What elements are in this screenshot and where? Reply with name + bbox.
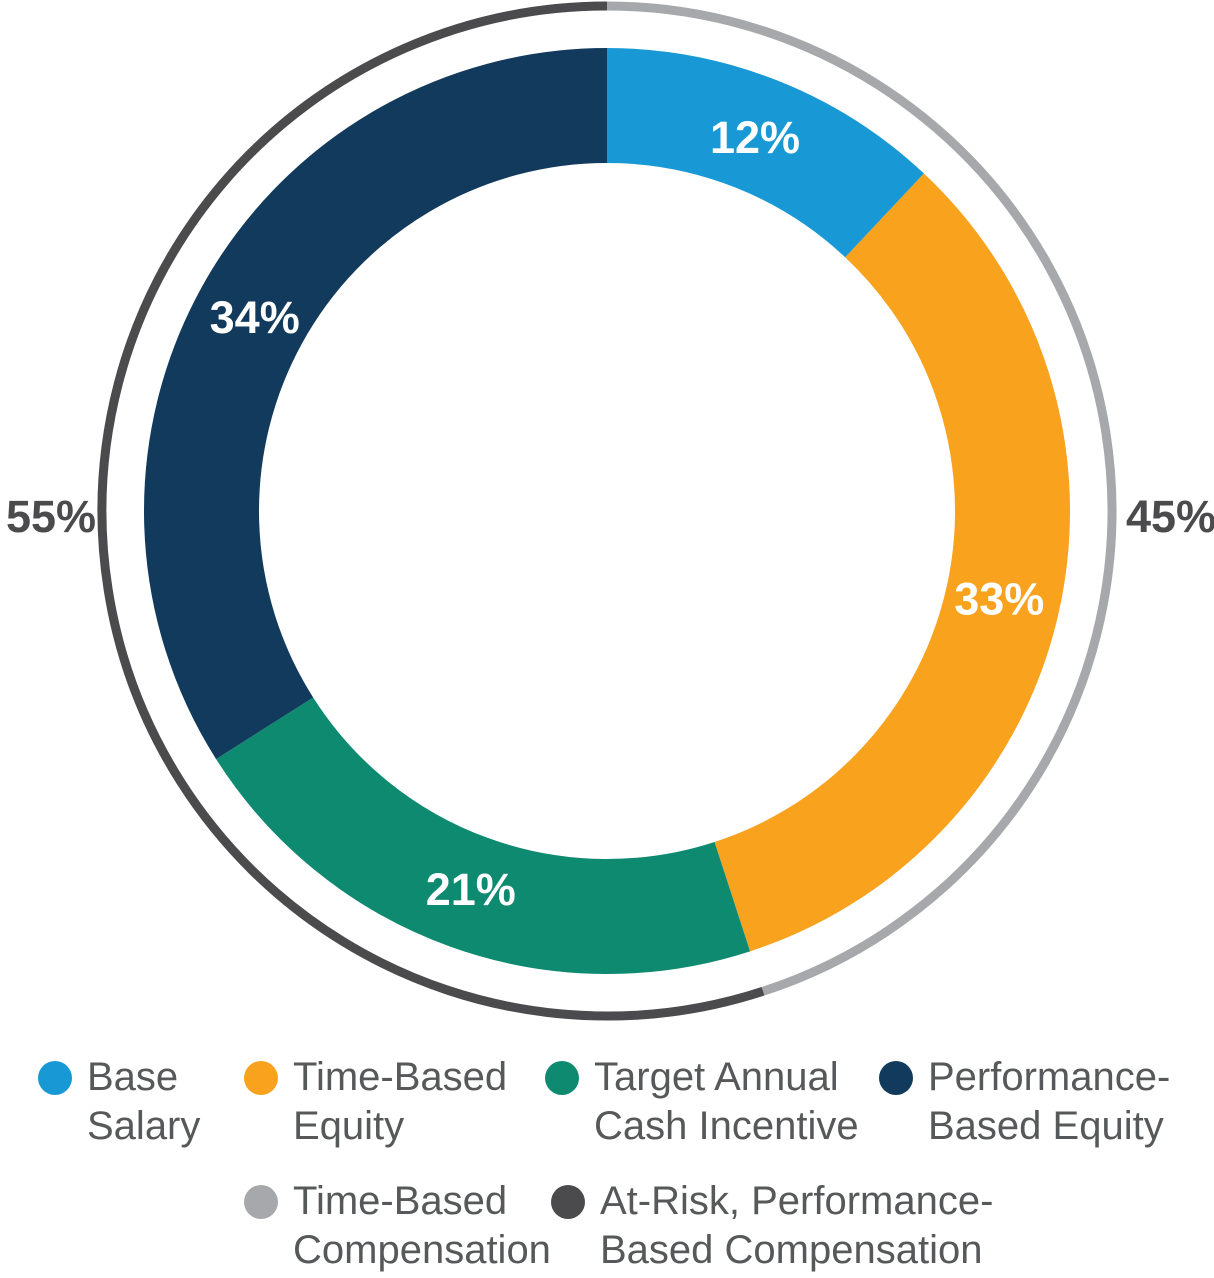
legend-item-target-annual-cash-incentive: Target Annual Cash Incentive	[545, 1053, 859, 1151]
outer-ring-segment-time-based-compensation	[606, 1, 1117, 996]
outer-ring-label-right: 45%	[1126, 491, 1214, 542]
outer-ring-segment-at-risk-performance-based-compensation	[97, 1, 765, 1021]
legend-dot-at-risk-performance-based-compensation	[551, 1185, 585, 1219]
segment-value-label-time-based-equity: 33%	[954, 573, 1044, 624]
legend-dot-target-annual-cash-incentive	[545, 1061, 579, 1095]
legend-item-at-risk-performance-based-compensation: At-Risk, Performance- Based Compensation	[551, 1177, 993, 1275]
legend-label-at-risk-performance-based-compensation: At-Risk, Performance- Based Compensation	[600, 1179, 994, 1272]
legend-label-time-based-compensation: Time-Based Compensation	[293, 1179, 551, 1272]
legend-item-time-based-compensation: Time-Based Compensation	[244, 1177, 551, 1275]
legend-item-base-salary: Base Salary	[38, 1053, 200, 1151]
donut-segment-target-annual-cash-incentive	[216, 696, 751, 974]
legend-label-base-salary: Base Salary	[87, 1055, 201, 1148]
inner-donut	[144, 48, 1070, 974]
donut-segment-performance-based-equity	[144, 48, 608, 760]
legend-row-inner-series: Base Salary Time-Based Equity Target Annual C…	[0, 1053, 1214, 1161]
donut-segment-time-based-equity	[714, 173, 1070, 952]
legend-item-performance-based-equity: Performance- Based Equity	[879, 1053, 1170, 1151]
legend-label-target-annual-cash-incentive: Target Annual Cash Incentive	[594, 1055, 859, 1148]
segment-value-label-base-salary: 12%	[710, 112, 800, 163]
outer-ring-label-left: 55%	[6, 491, 97, 542]
segment-value-label-performance-based-equity: 34%	[210, 292, 300, 343]
outer-ring	[97, 1, 1117, 1021]
legend-label-time-based-equity: Time-Based Equity	[293, 1055, 508, 1148]
legend-dot-time-based-compensation	[244, 1185, 278, 1219]
legend-dot-base-salary	[38, 1061, 72, 1095]
legend-label-performance-based-equity: Performance- Based Equity	[928, 1055, 1171, 1148]
legend-row-outer-series: Time-Based Compensation At-Risk, Performan…	[0, 1177, 1214, 1278]
segment-labels: 12% 33% 21% 34%	[210, 112, 1045, 915]
legend-dot-performance-based-equity	[879, 1061, 913, 1095]
donut-segment-base-salary	[606, 48, 924, 258]
donut-chart: 12% 33% 21% 34%	[97, 1, 1117, 1021]
legend-dot-time-based-equity	[244, 1061, 278, 1095]
legend-item-time-based-equity: Time-Based Equity	[244, 1053, 507, 1151]
segment-value-label-target-annual-cash-incentive: 21%	[426, 864, 516, 915]
